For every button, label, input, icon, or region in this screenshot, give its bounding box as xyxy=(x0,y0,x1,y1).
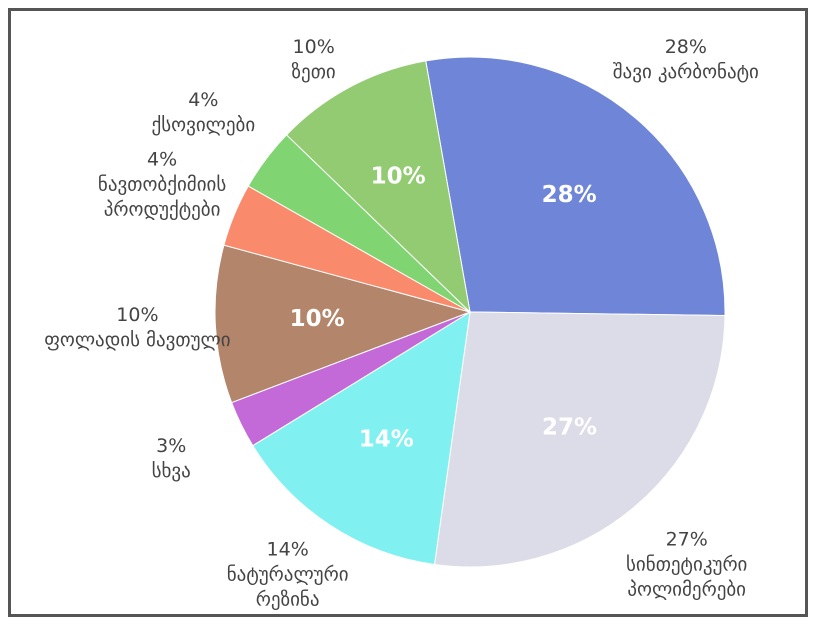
pie-slice xyxy=(214,244,472,404)
category-label: ზეთი xyxy=(291,61,336,83)
outside-value-label: 4% xyxy=(147,148,178,171)
outside-label: 4% ნავთობქიმიის პროდუქტები xyxy=(67,148,257,223)
outside-label: 27% სინთეტიკური პოლიმერები xyxy=(592,527,782,602)
category-label: ნავთობქიმიის პროდუქტები xyxy=(97,173,227,221)
category-label: სინთეტიკური პოლიმერები xyxy=(626,553,748,601)
outside-value-label: 10% xyxy=(292,36,335,58)
outside-value-label: 14% xyxy=(266,538,309,561)
category-label: ქსოვილები xyxy=(151,113,256,136)
outside-value-label: 27% xyxy=(665,528,708,551)
pie-slice xyxy=(433,311,726,568)
outside-value-label: 28% xyxy=(664,36,707,58)
outside-label: 14% ნატურალური რეზინა xyxy=(193,538,383,613)
pie-slice xyxy=(285,60,471,314)
slice-value-label: 27% xyxy=(542,415,597,441)
outside-label: 10% ზეთი xyxy=(219,35,409,85)
slice-value-label: 14% xyxy=(359,427,414,453)
outside-value-label: 10% xyxy=(116,304,159,327)
pie-slice xyxy=(252,311,471,566)
outside-value-label: 4% xyxy=(188,88,219,111)
outside-label: 4% ქსოვილები xyxy=(108,88,298,138)
slice-value-label: 10% xyxy=(371,163,426,189)
category-label: ფოლადის მავთული xyxy=(44,329,231,352)
slice-value-label: 10% xyxy=(290,306,345,332)
outside-value-label: 3% xyxy=(156,435,187,458)
pie-slice xyxy=(425,56,726,317)
slice-value-label: 28% xyxy=(542,182,597,208)
category-label: სხვა xyxy=(151,460,191,483)
outside-label: 3% სხვა xyxy=(76,434,266,484)
category-label: შავი კარბონატი xyxy=(612,61,759,83)
category-label: ნატურალური რეზინა xyxy=(226,563,349,611)
outside-label: 10% ფოლადის მავთული xyxy=(42,303,232,353)
outside-label: 28% შავი კარბონატი xyxy=(591,35,781,85)
